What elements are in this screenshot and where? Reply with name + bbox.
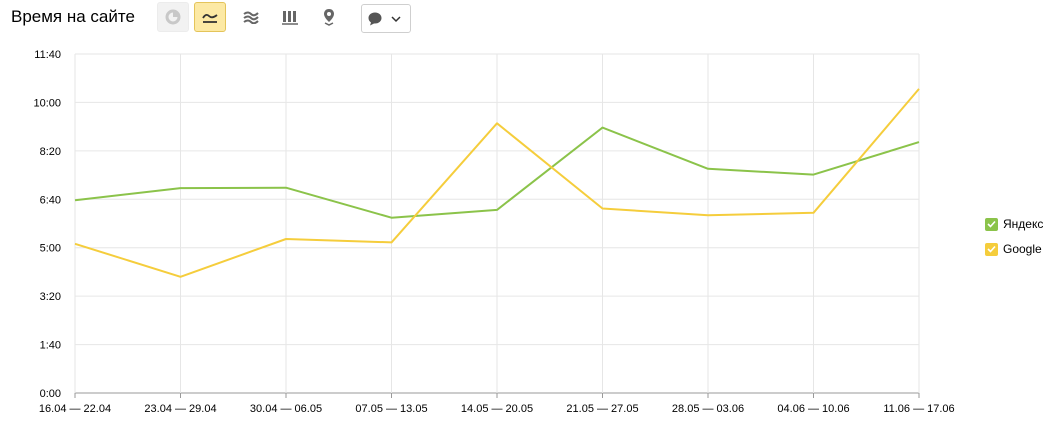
y-tick-label: 6:40 <box>40 194 61 206</box>
line-chart-icon <box>202 13 218 23</box>
checkbox-checked-icon[interactable] <box>985 242 998 256</box>
series-line-yandex <box>74 126 920 219</box>
map-pin-icon <box>324 9 334 26</box>
x-tick-label: 28.05 — 03.06 <box>672 403 744 415</box>
x-tick-label: 04.06 — 10.06 <box>777 403 849 415</box>
x-axis-ticks: 16.04 — 22.04 23.04 — 29.04 30.04 — 06.05 0… <box>39 403 955 415</box>
comments-dropdown[interactable] <box>361 4 411 33</box>
x-tick-label: 07.05 — 13.05 <box>355 403 427 415</box>
chart-grid <box>74 53 920 398</box>
map-button[interactable] <box>313 2 345 32</box>
chart-legend: Яндекс Google <box>985 215 1059 265</box>
y-tick-label: 0:00 <box>40 388 61 400</box>
report-header: Время на сайте <box>0 0 1059 40</box>
x-tick-label: 30.04 — 06.05 <box>250 403 322 415</box>
line-chart-button[interactable] <box>194 2 226 32</box>
y-tick-label: 11:40 <box>34 49 61 61</box>
x-tick-label: 21.05 — 27.05 <box>566 403 638 415</box>
chevron-down-icon <box>391 16 401 23</box>
legend-label: Яндекс <box>1003 217 1044 231</box>
legend-label: Google <box>1003 242 1042 256</box>
area-chart-icon <box>243 11 259 24</box>
bar-chart-icon <box>282 11 298 25</box>
y-tick-label: 1:40 <box>40 340 61 352</box>
x-tick-label: 11.06 — 17.06 <box>883 403 954 415</box>
legend-item-google[interactable]: Google <box>985 240 1059 258</box>
legend-item-yandex[interactable]: Яндекс <box>985 215 1059 233</box>
y-axis-ticks: 0:00 1:40 3:20 5:00 6:40 8:20 10:00 11:40 <box>33 49 61 400</box>
pie-chart-button[interactable] <box>157 2 189 32</box>
comment-icon <box>368 12 382 26</box>
series-line-google <box>74 88 920 278</box>
x-tick-label: 16.04 — 22.04 <box>39 403 111 415</box>
y-tick-label: 3:20 <box>40 291 61 303</box>
x-tick-label: 14.05 — 20.05 <box>461 403 533 415</box>
x-tick-label: 23.04 — 29.04 <box>144 403 216 415</box>
pie-chart-icon <box>165 9 181 25</box>
y-tick-label: 5:00 <box>40 243 61 255</box>
bar-chart-button[interactable] <box>274 2 306 32</box>
chart-series <box>74 88 920 278</box>
area-chart-button[interactable] <box>235 2 267 32</box>
y-tick-label: 10:00 <box>33 97 61 109</box>
y-tick-label: 8:20 <box>40 146 61 158</box>
checkbox-checked-icon[interactable] <box>985 217 998 231</box>
report-title: Время на сайте <box>11 7 135 26</box>
